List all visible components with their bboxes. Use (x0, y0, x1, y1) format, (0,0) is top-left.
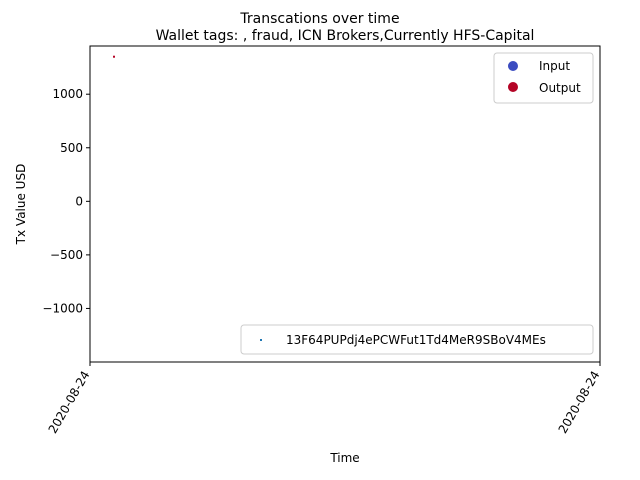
y-axis-label: Tx Value USD (14, 164, 28, 246)
x-tick-label: 2020-08-24 (46, 369, 93, 436)
y-tick-label: 500 (60, 141, 83, 155)
chart-suptitle: Transcations over time (239, 11, 399, 27)
y-tick-label: −500 (50, 248, 83, 262)
x-axis-label: Time (329, 451, 359, 465)
legend-marker-address (260, 339, 262, 341)
y-tick-label: 1000 (52, 87, 83, 101)
legend-label-input: Input (539, 59, 570, 73)
legend-marker-output (508, 82, 518, 92)
legend-type-frame (493, 52, 594, 104)
legend-address-frame (240, 324, 594, 355)
legend-address: 13F64PUPdj4ePCWFut1Td4MeR9SBoV4MEs (240, 324, 594, 355)
legend-label-output: Output (539, 81, 581, 95)
data-point-output (113, 55, 115, 58)
y-tick-label: −1000 (42, 301, 83, 315)
x-tick-label: 2020-08-24 (556, 369, 603, 436)
plot-area (89, 45, 601, 363)
y-tick-label: 0 (75, 194, 83, 208)
y-axis: −1000 −500 0 500 1000 (42, 87, 90, 315)
legend-type: Input Output (493, 52, 594, 104)
legend-label-address: 13F64PUPdj4ePCWFut1Td4MeR9SBoV4MEs (286, 333, 546, 347)
data-points (113, 55, 115, 58)
legend-marker-input (508, 61, 518, 71)
x-axis: 2020-08-24 2020-08-24 (46, 362, 603, 436)
chart-title: Wallet tags: , fraud, ICN Brokers,Curren… (156, 28, 535, 44)
